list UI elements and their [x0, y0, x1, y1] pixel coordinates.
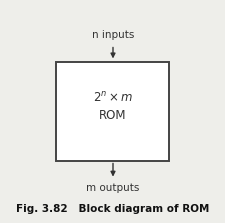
Text: ROM: ROM — [99, 109, 126, 122]
Text: m outputs: m outputs — [86, 183, 139, 193]
Text: Fig. 3.82   Block diagram of ROM: Fig. 3.82 Block diagram of ROM — [16, 204, 209, 214]
Text: $2^n \times m$: $2^n \times m$ — [92, 91, 133, 105]
Text: n inputs: n inputs — [91, 30, 134, 40]
Bar — [56, 62, 169, 161]
